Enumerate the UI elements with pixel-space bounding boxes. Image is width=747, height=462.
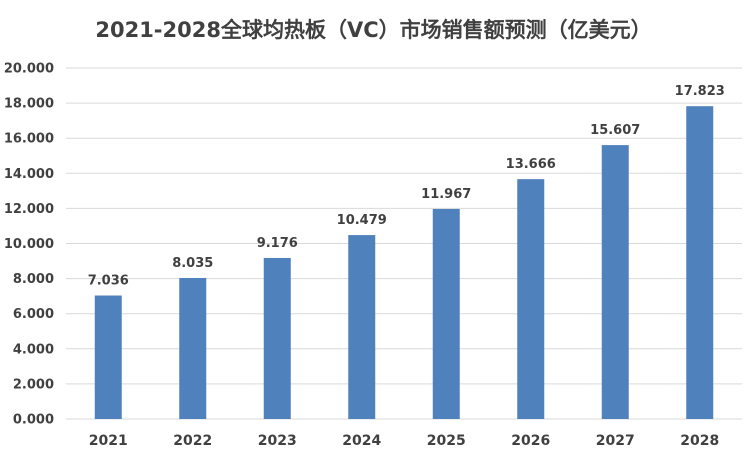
x-tick-label: 2021 — [89, 433, 128, 449]
bar-2028 — [686, 106, 714, 419]
data-label: 7.036 — [88, 274, 129, 289]
y-tick-label: 8.000 — [13, 272, 54, 287]
x-tick-label: 2023 — [258, 433, 297, 449]
y-tick-label: 4.000 — [13, 342, 54, 357]
y-tick-label: 14.000 — [4, 167, 54, 182]
data-label: 11.967 — [421, 187, 471, 202]
data-label: 15.607 — [590, 123, 640, 138]
gridlines — [66, 67, 742, 420]
data-label: 9.176 — [257, 236, 298, 251]
x-tick-label: 2022 — [173, 433, 212, 449]
data-label: 13.666 — [506, 157, 556, 172]
y-tick-label: 10.000 — [4, 237, 54, 252]
bar-2027 — [601, 145, 629, 419]
x-tick-label: 2027 — [596, 433, 635, 449]
y-tick-label: 18.000 — [4, 97, 54, 112]
bars — [94, 106, 714, 419]
bar-2022 — [179, 277, 207, 419]
bar-2026 — [517, 179, 545, 419]
chart-title: 2021-2028全球均热板（VC）市场销售额预测（亿美元） — [95, 18, 652, 42]
y-tick-label: 6.000 — [13, 307, 54, 322]
x-tick-label: 2028 — [680, 433, 719, 449]
data-label: 8.035 — [172, 256, 213, 271]
data-label: 10.479 — [337, 213, 387, 228]
labels: 0.000 2.000 4.000 6.000 8.000 10.000 12.000 14.… — [4, 62, 725, 450]
y-tick-label: 20.000 — [4, 62, 54, 77]
y-tick-label: 0.000 — [13, 413, 54, 428]
y-tick-label: 2.000 — [13, 377, 54, 392]
x-tick-label: 2024 — [342, 433, 381, 449]
data-label: 17.823 — [675, 84, 725, 99]
y-tick-label: 16.000 — [4, 132, 54, 147]
bar-2021 — [94, 295, 122, 419]
x-tick-label: 2026 — [511, 433, 550, 449]
x-tick-label: 2025 — [427, 433, 466, 449]
bar-2023 — [263, 257, 291, 419]
bar-2024 — [348, 235, 376, 419]
y-tick-label: 12.000 — [4, 202, 54, 217]
bar-2025 — [432, 208, 460, 419]
